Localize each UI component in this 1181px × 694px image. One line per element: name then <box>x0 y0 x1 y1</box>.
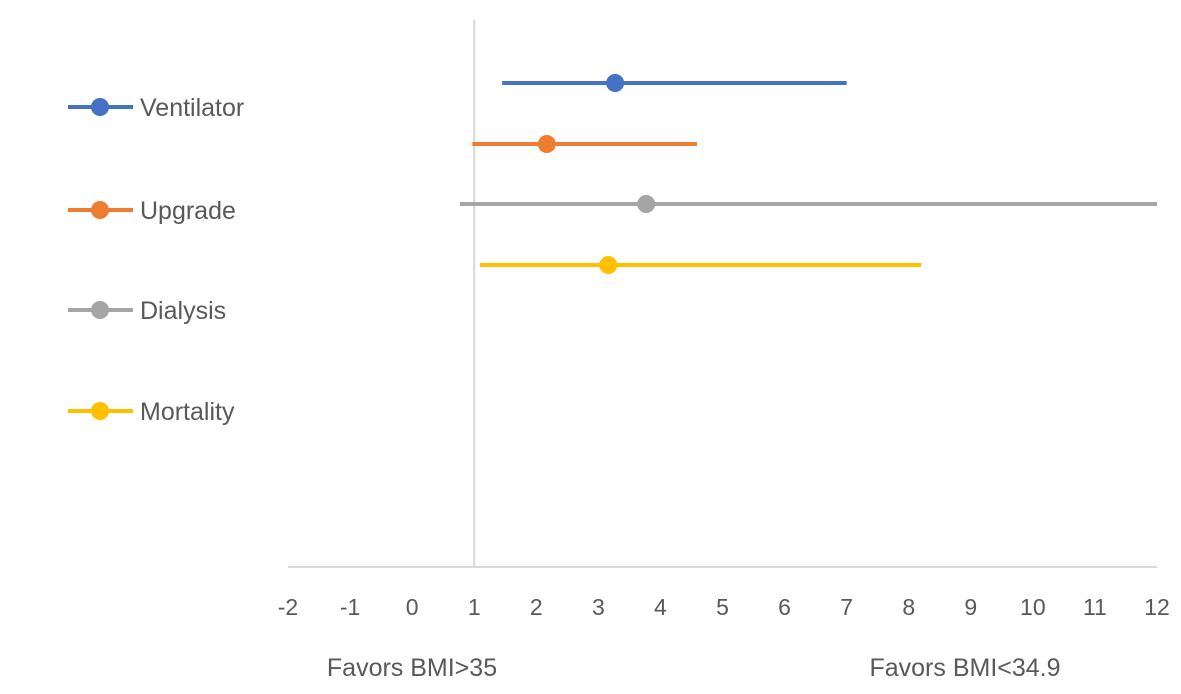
x-tick-label: -2 <box>278 594 298 620</box>
x-tick-label: 1 <box>468 594 481 620</box>
x-tick-label: 8 <box>902 594 915 620</box>
x-tick-label: 2 <box>530 594 543 620</box>
point-estimate-ventilator <box>606 74 625 92</box>
annotation-favors-right: Favors BMI<34.9 <box>869 654 1060 682</box>
x-tick-label: 11 <box>1083 594 1107 620</box>
legend-marker-dialysis <box>91 301 109 319</box>
legend-marker-mortality <box>91 402 109 420</box>
x-tick-label: 4 <box>654 594 667 620</box>
point-estimate-upgrade <box>537 135 556 153</box>
legend-marker-ventilator <box>91 98 109 116</box>
x-tick-label: 7 <box>840 594 853 620</box>
x-tick-label: 6 <box>778 594 791 620</box>
annotation-favors-left: Favors BMI>35 <box>327 654 497 682</box>
x-tick-label: 12 <box>1144 594 1170 620</box>
legend-label-ventilator: Ventilator <box>140 94 244 122</box>
legend-marker-upgrade <box>91 201 109 219</box>
x-tick-label: 0 <box>406 594 419 620</box>
x-tick-label: 9 <box>964 594 977 620</box>
legend-label-upgrade: Upgrade <box>140 197 236 225</box>
x-tick-label: -1 <box>340 594 360 620</box>
point-estimate-dialysis <box>637 195 656 213</box>
legend-label-mortality: Mortality <box>140 398 235 426</box>
x-tick-label: 5 <box>716 594 729 620</box>
x-tick-label: 3 <box>592 594 605 620</box>
point-estimate-mortality <box>599 256 618 274</box>
legend-label-dialysis: Dialysis <box>140 297 226 325</box>
x-tick-label: 10 <box>1020 594 1046 620</box>
